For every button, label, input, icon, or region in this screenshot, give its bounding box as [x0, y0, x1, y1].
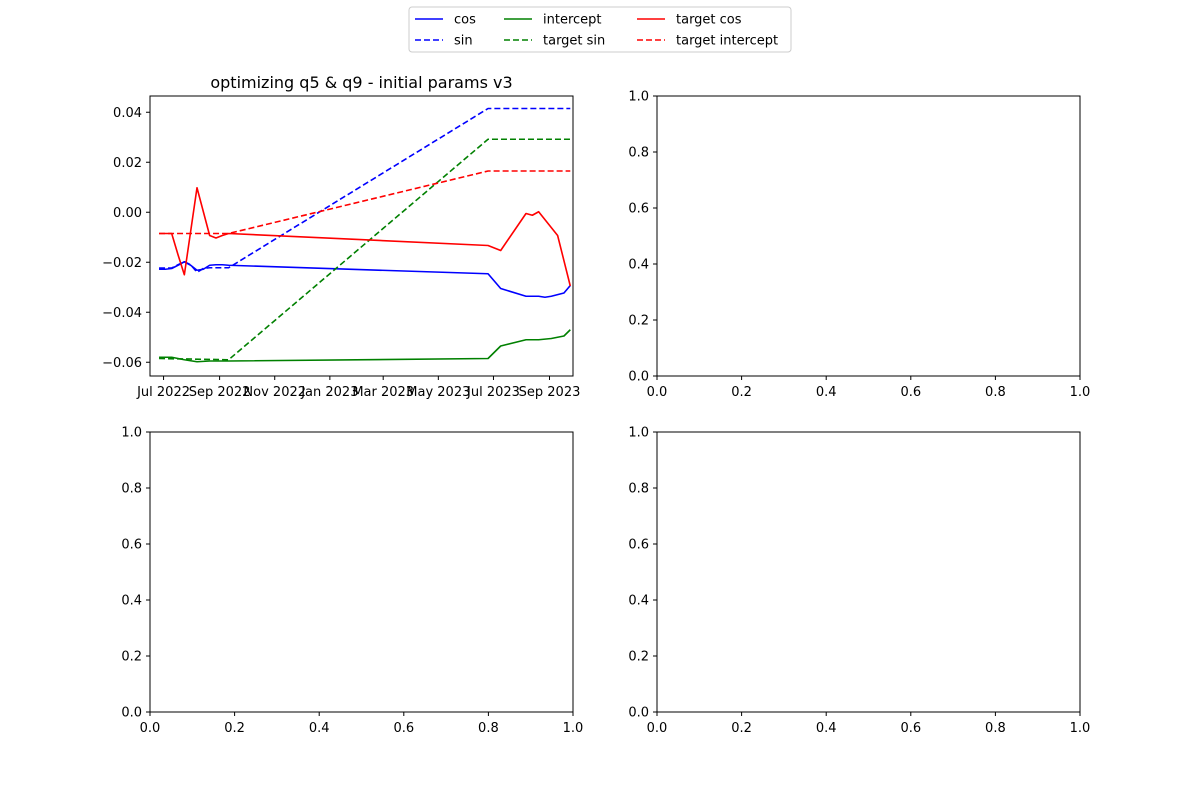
y-tick-label: 0.4 [121, 594, 142, 609]
x-tick-label: 0.4 [816, 721, 837, 736]
x-tick-label: 0.8 [985, 385, 1006, 400]
y-tick-label: 0.2 [628, 650, 649, 665]
y-tick-label: 0.02 [113, 156, 142, 171]
series-line-target-sin [159, 138, 571, 361]
y-tick-label: 0.0 [628, 370, 649, 385]
y-tick-label: 1.0 [628, 90, 649, 105]
y-tick-label: −0.04 [102, 306, 142, 321]
legend-label: intercept [543, 13, 602, 28]
y-tick-label: −0.06 [102, 356, 142, 371]
legend-label: target intercept [676, 34, 778, 49]
x-tick-label: 0.4 [309, 721, 330, 736]
x-tick-label: 0.8 [478, 721, 499, 736]
y-tick-label: 0.4 [628, 258, 649, 273]
axes-frame [149, 95, 574, 377]
x-tick-label: Sep 2022 [189, 385, 251, 400]
figure-legend: cos sin intercept target sin target cos targe… [408, 6, 792, 53]
y-tick-label: 0.8 [628, 146, 649, 161]
axes-frame [656, 431, 1081, 713]
x-tick-label: 0.4 [816, 385, 837, 400]
y-tick-label: 0.0 [628, 706, 649, 721]
y-tick-label: 0.04 [113, 106, 142, 121]
x-tick-label: Mar 2023 [352, 385, 414, 400]
series-line-intercept [159, 329, 571, 363]
chart-title: optimizing q5 & q9 - initial params v3 [210, 73, 512, 92]
x-tick-label: 0.6 [900, 385, 921, 400]
x-tick-label: 1.0 [1070, 385, 1091, 400]
x-tick-label: 0.2 [224, 721, 245, 736]
x-tick-label: 0.6 [900, 721, 921, 736]
legend-label: target cos [676, 13, 742, 28]
y-tick-label: 0.8 [628, 482, 649, 497]
y-tick-label: 0.2 [121, 650, 142, 665]
y-tick-label: 0.4 [628, 594, 649, 609]
x-tick-label: May 2023 [406, 385, 470, 400]
x-tick-label: 0.2 [731, 385, 752, 400]
series-line-target-cos [159, 186, 572, 287]
y-tick-label: −0.02 [102, 256, 142, 271]
x-tick-label: Jan 2023 [300, 385, 358, 400]
legend-label: sin [454, 34, 473, 49]
y-tick-label: 1.0 [121, 426, 142, 441]
axes-frame [656, 95, 1081, 377]
series-line-target-intercept [159, 170, 571, 235]
y-tick-label: 0.00 [113, 206, 142, 221]
x-tick-label: 0.6 [393, 721, 414, 736]
y-tick-label: 0.8 [121, 482, 142, 497]
y-tick-label: 1.0 [628, 426, 649, 441]
x-tick-label: 0.0 [647, 721, 668, 736]
x-tick-label: Jul 2022 [136, 385, 190, 400]
x-tick-label: 1.0 [563, 721, 584, 736]
x-tick-label: 1.0 [1070, 721, 1091, 736]
x-tick-label: 0.0 [647, 385, 668, 400]
y-tick-label: 0.6 [121, 538, 142, 553]
y-tick-label: 0.6 [628, 202, 649, 217]
legend-label: target sin [543, 34, 605, 49]
y-tick-label: 0.0 [121, 706, 142, 721]
axes-bottom-left: 0.0 0.2 0.4 0.6 0.8 1.0 0.0 0.2 0.4 0.6 0.8 1.0 [121, 426, 583, 737]
x-tick-label: 0.2 [731, 721, 752, 736]
axes-top-right: 0.0 0.2 0.4 0.6 0.8 1.0 0.0 0.2 0.4 0.6 0.8 1.0 [628, 90, 1090, 401]
series-group [159, 107, 572, 363]
x-tick-label: Nov 2022 [243, 385, 306, 400]
y-tick-label: 0.6 [628, 538, 649, 553]
axes-frame [149, 431, 574, 713]
x-tick-label: 0.0 [140, 721, 161, 736]
x-tick-label: Jul 2023 [466, 385, 520, 400]
y-tick-label: 0.2 [628, 314, 649, 329]
x-tick-label: Sep 2023 [519, 385, 581, 400]
x-tick-label: 0.8 [985, 721, 1006, 736]
legend-label: cos [454, 13, 476, 28]
axes-bottom-right: 0.0 0.2 0.4 0.6 0.8 1.0 0.0 0.2 0.4 0.6 0.8 1.0 [628, 426, 1090, 737]
